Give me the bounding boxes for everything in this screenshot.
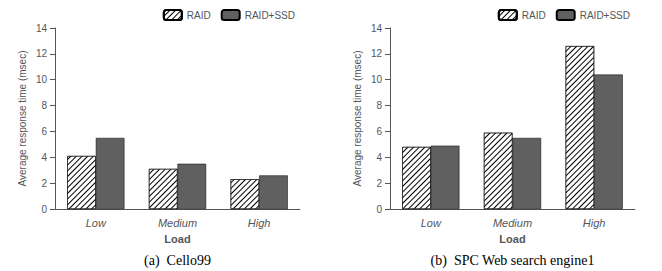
svg-text:10: 10 — [36, 74, 48, 85]
svg-text:6: 6 — [41, 126, 47, 137]
svg-text:8: 8 — [376, 100, 382, 111]
svg-text:High: High — [248, 217, 271, 229]
svg-text:Average response time (msec): Average response time (msec) — [352, 51, 363, 187]
svg-text:(a) Cello99: (a) Cello99 — [144, 253, 211, 269]
svg-text:High: High — [583, 217, 606, 229]
svg-text:4: 4 — [376, 152, 382, 163]
svg-text:0: 0 — [41, 204, 47, 215]
svg-text:12: 12 — [371, 48, 383, 59]
svg-text:RAID: RAID — [187, 10, 211, 21]
svg-text:RAID+SSD: RAID+SSD — [580, 10, 630, 21]
svg-text:Medium: Medium — [158, 217, 197, 229]
svg-text:RAID: RAID — [522, 10, 546, 21]
svg-text:Load: Load — [164, 233, 190, 245]
svg-text:12: 12 — [36, 48, 48, 59]
svg-text:4: 4 — [41, 152, 47, 163]
svg-text:RAID+SSD: RAID+SSD — [245, 10, 295, 21]
svg-text:Average response time (msec): Average response time (msec) — [17, 51, 28, 187]
svg-text:10: 10 — [371, 74, 383, 85]
svg-text:14: 14 — [371, 23, 383, 34]
svg-text:Low: Low — [421, 217, 442, 229]
svg-text:6: 6 — [376, 126, 382, 137]
svg-text:0: 0 — [376, 204, 382, 215]
svg-text:2: 2 — [41, 178, 47, 189]
svg-text:14: 14 — [36, 23, 48, 34]
svg-text:8: 8 — [41, 100, 47, 111]
svg-text:Medium: Medium — [493, 217, 532, 229]
svg-text:(b) SPC Web search engine1: (b) SPC Web search engine1 — [431, 253, 595, 269]
svg-text:Low: Low — [86, 217, 107, 229]
svg-text:Load: Load — [499, 233, 525, 245]
svg-text:2: 2 — [376, 178, 382, 189]
